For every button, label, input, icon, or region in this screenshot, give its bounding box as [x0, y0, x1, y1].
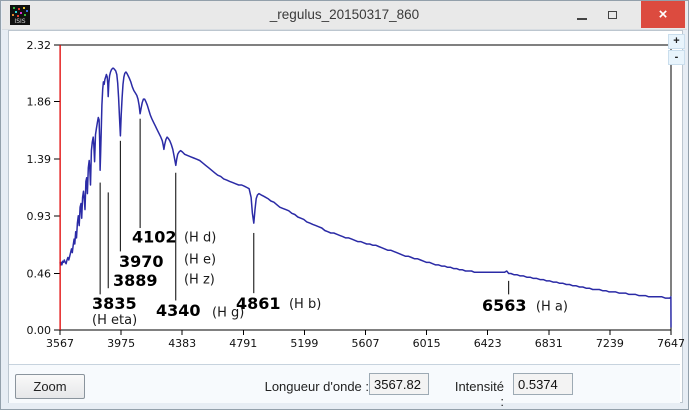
line-name-3835: (H eta) [92, 313, 137, 328]
minimize-icon [577, 17, 587, 20]
line-name-3970: (H e) [184, 253, 216, 268]
x-tick-label: 5199 [290, 337, 318, 350]
zoom-in-button[interactable]: + [668, 34, 685, 49]
line-name-4861: (H b) [289, 297, 321, 312]
titlebar: ISIS _regulus_20150317_860 × [2, 1, 687, 30]
line-label-4340: 4340 [156, 301, 201, 320]
x-tick-label: 4791 [229, 337, 257, 350]
y-tick-label: 0.46 [27, 267, 52, 280]
x-tick-label: 6015 [413, 337, 441, 350]
zoom-button[interactable]: Zoom [15, 374, 85, 399]
zoom-out-button[interactable]: - [668, 50, 685, 65]
line-label-3835: 3835 [92, 294, 137, 313]
svg-text:ISIS: ISIS [14, 18, 25, 25]
x-tick-label: 6423 [474, 337, 502, 350]
line-name-3889: (H z) [184, 272, 215, 287]
maximize-icon [607, 10, 617, 19]
x-tick-label: 7239 [596, 337, 624, 350]
y-tick-label: 0.00 [27, 324, 52, 337]
maximize-button[interactable] [599, 1, 625, 28]
intensity-label: Intensité : [454, 379, 504, 409]
line-label-4102: 4102 [132, 227, 177, 246]
x-tick-label: 7647 [657, 337, 685, 350]
line-label-6563: 6563 [482, 296, 527, 315]
x-tick-label: 3975 [107, 337, 135, 350]
line-label-4861: 4861 [236, 294, 281, 313]
line-name-6563: (H a) [536, 299, 568, 314]
toolbar: Zoom Longueur d'onde : Intensité : [9, 364, 680, 409]
line-label-3970: 3970 [119, 252, 164, 271]
window-title: _regulus_20150317_860 [269, 7, 420, 22]
y-tick-label: 0.93 [27, 210, 52, 223]
line-name-4340: (H g) [212, 305, 244, 320]
close-button[interactable]: × [641, 1, 685, 28]
intensity-input[interactable] [513, 373, 573, 395]
wavelength-input[interactable] [369, 373, 429, 395]
y-tick-label: 1.39 [27, 153, 52, 166]
x-tick-label: 6831 [535, 337, 563, 350]
wavelength-label: Longueur d'onde : [264, 379, 369, 394]
line-label-3889: 3889 [113, 271, 158, 290]
x-tick-label: 4383 [168, 337, 196, 350]
spectrum-curve [59, 67, 672, 328]
y-tick-label: 2.32 [27, 39, 52, 52]
x-tick-label: 5607 [352, 337, 380, 350]
app-icon: ISIS [10, 5, 30, 25]
x-tick-label: 3567 [46, 337, 74, 350]
minimize-button[interactable] [569, 1, 595, 28]
line-name-4102: (H d) [184, 230, 216, 245]
close-icon: × [658, 6, 668, 23]
y-tick-label: 1.86 [27, 96, 52, 109]
